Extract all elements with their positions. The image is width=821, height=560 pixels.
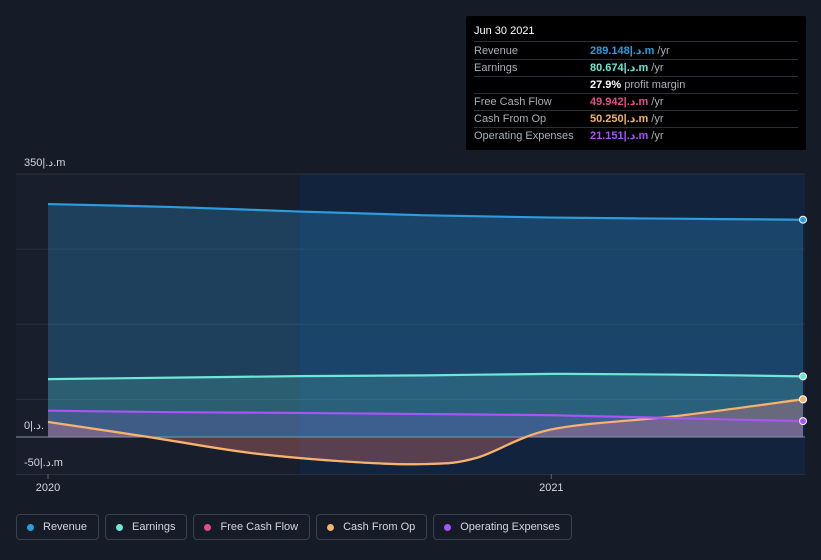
operating-expenses-end-point — [799, 417, 807, 426]
tooltip-row-unit: /yr — [657, 45, 670, 57]
x-tick-label: 2020 — [36, 482, 60, 494]
y-tick-label: -50|.د.m — [24, 457, 63, 469]
tooltip-row: Operating Expenses 21.151|.د.m/yr — [474, 128, 798, 144]
legend-item-operating-expenses[interactable]: Operating Expenses — [433, 514, 572, 540]
revenue-line — [47, 202, 804, 221]
legend-item-revenue[interactable]: Revenue — [16, 514, 100, 540]
tooltip-row: Cash From Op 50.250|.د.m/yr — [474, 111, 798, 128]
legend-item-earnings[interactable]: Earnings — [105, 514, 188, 540]
tooltip-row-label: Earnings — [474, 62, 518, 74]
tooltip-row: Free Cash Flow 49.942|.د.m/yr — [474, 94, 798, 111]
y-tick-label: 0|.د. — [24, 420, 44, 432]
tooltip-row-unit: /yr — [651, 130, 664, 142]
operating-expenses-line — [47, 409, 804, 423]
tooltip-row-unit: profit margin — [624, 79, 686, 91]
tooltip-row-value: 21.151|.د.m — [590, 130, 649, 142]
tooltip-row-label: Operating Expenses — [474, 130, 574, 142]
free-cash-flow-area — [48, 399, 803, 465]
legend-label: Free Cash Flow — [220, 521, 299, 533]
cash-from-op-end-point — [799, 395, 807, 404]
chart: 350|.د.m 0|.د. -50|.د.m 2020 2021 — [16, 157, 807, 494]
tooltip-row-value: 289.148|.د.m — [590, 45, 655, 57]
tooltip-row-label: Cash From Op — [474, 113, 547, 125]
tooltip-row-value: 80.674|.د.m — [590, 62, 649, 74]
revenue-end-point — [799, 215, 807, 224]
earnings-end-point — [799, 372, 807, 381]
legend: Revenue Earnings Free Cash Flow Cash From O… — [16, 514, 572, 540]
legend-label: Operating Expenses — [460, 521, 560, 533]
cash-from-op-area — [48, 399, 803, 465]
legend-item-cash-from-op[interactable]: Cash From Op — [316, 514, 428, 540]
tooltip-date: Jun 30 2021 — [474, 24, 798, 42]
legend-dot-icon — [27, 523, 34, 531]
tooltip-panel: Jun 30 2021 Revenue 289.148|.د.m/yr Earnin… — [466, 16, 806, 150]
tooltip-row-value: 49.942|.د.m — [590, 96, 649, 108]
tooltip-row: Revenue 289.148|.د.m/yr — [474, 43, 798, 60]
tooltip-row-value: 50.250|.د.m — [590, 113, 649, 125]
legend-label: Cash From Op — [343, 521, 416, 533]
tooltip-row-label: Revenue — [474, 45, 519, 57]
tooltip-row-value: 27.9% — [590, 79, 622, 91]
tooltip-row-label: Free Cash Flow — [474, 96, 552, 108]
legend-dot-icon — [327, 523, 335, 531]
legend-label: Revenue — [43, 521, 88, 533]
tooltip-row-unit: /yr — [651, 96, 664, 108]
legend-dot-icon — [116, 523, 124, 531]
legend-item-free-cash-flow[interactable]: Free Cash Flow — [193, 514, 311, 540]
tooltip-row-unit: /yr — [651, 62, 664, 74]
revenue-area — [48, 204, 803, 437]
tooltip-row-unit: /yr — [651, 113, 664, 125]
y-tick-label: 350|.د.m — [24, 157, 65, 169]
earnings-line — [47, 372, 804, 381]
legend-dot-icon — [204, 523, 212, 531]
tooltip-row-label — [474, 77, 590, 93]
legend-dot-icon — [444, 523, 452, 531]
x-tick-label: 2021 — [539, 482, 563, 494]
legend-label: Earnings — [132, 521, 176, 533]
tooltip-row: Earnings 80.674|.د.m/yr — [474, 60, 798, 77]
tooltip-row: 27.9% profit margin — [474, 77, 798, 94]
